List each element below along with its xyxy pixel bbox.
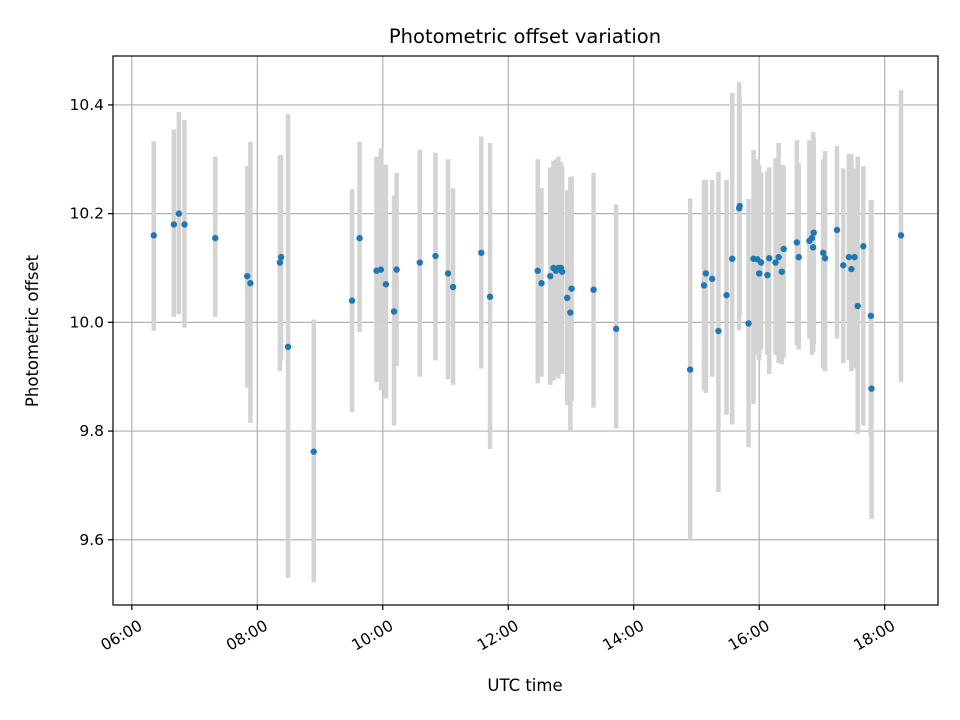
data-point: [745, 320, 752, 327]
data-point: [486, 293, 494, 300]
data-point: [244, 272, 251, 280]
data-point: [766, 255, 773, 262]
x-axis-label: UTC time: [487, 676, 562, 695]
data-point: [356, 234, 363, 242]
data-point: [833, 226, 841, 234]
data-point: [247, 280, 254, 287]
data-point: [377, 266, 385, 273]
data-point: [736, 202, 743, 210]
plot-frame: [112, 55, 939, 606]
data-point: [559, 268, 566, 275]
data-point: [590, 286, 597, 293]
data-point: [757, 259, 765, 266]
data-point: [564, 294, 571, 302]
data-point: [810, 229, 817, 236]
data-point: [848, 265, 855, 273]
chart-title: Photometric offset variation: [389, 25, 661, 48]
data-point: [702, 270, 710, 277]
data-point: [808, 234, 816, 242]
data-point: [277, 253, 285, 261]
data-point: [780, 245, 787, 253]
data-point: [764, 271, 771, 279]
data-point: [700, 282, 708, 289]
data-point: [478, 249, 485, 256]
y-tick-label: 10.4: [69, 96, 104, 114]
y-axis: 9.6 9.8 10.0 10.2 10.4: [69, 96, 113, 549]
data-point: [715, 327, 722, 335]
data-point: [444, 270, 452, 277]
data-point: [809, 244, 817, 251]
y-tick-label: 10.2: [69, 205, 104, 223]
data-point: [708, 275, 716, 283]
data-point: [755, 270, 763, 277]
data-point: [729, 255, 736, 262]
data-point: [568, 285, 575, 292]
data-point: [150, 232, 157, 239]
data-point: [840, 262, 847, 269]
data-point: [538, 280, 545, 287]
data-point: [175, 210, 183, 217]
data-point: [449, 283, 457, 291]
data-point: [851, 253, 858, 261]
data-point: [567, 309, 574, 316]
data-point: [390, 308, 398, 315]
data-point: [845, 253, 853, 261]
data-point: [612, 325, 620, 333]
data-point: [854, 302, 861, 310]
data-point: [416, 259, 423, 266]
data-point: [382, 281, 390, 288]
data-point: [723, 291, 730, 299]
data-point: [284, 343, 292, 351]
data-point: [819, 249, 827, 256]
data-point: [778, 268, 785, 275]
data-point: [897, 232, 905, 239]
y-tick-label: 10.0: [69, 313, 104, 331]
data-point: [821, 255, 829, 262]
data-point: [181, 221, 188, 228]
data-point: [793, 239, 801, 246]
y-tick-label: 9.6: [79, 531, 104, 549]
data-point: [772, 259, 779, 266]
data-point: [868, 385, 875, 392]
data-point: [432, 252, 439, 260]
data-point: [310, 448, 317, 455]
data-points: [150, 202, 905, 455]
data-point: [534, 267, 541, 274]
data-point: [348, 297, 356, 304]
data-point: [393, 266, 400, 273]
data-point: [547, 272, 554, 280]
y-tick-label: 9.8: [79, 422, 104, 440]
data-point: [867, 312, 875, 320]
data-point: [775, 253, 782, 261]
data-point: [212, 234, 219, 242]
data-point: [795, 253, 802, 261]
data-point: [860, 243, 867, 250]
data-point: [686, 366, 694, 373]
y-axis-label: Photometric offset: [23, 254, 42, 407]
data-point: [170, 221, 178, 228]
data-point: [276, 259, 284, 266]
